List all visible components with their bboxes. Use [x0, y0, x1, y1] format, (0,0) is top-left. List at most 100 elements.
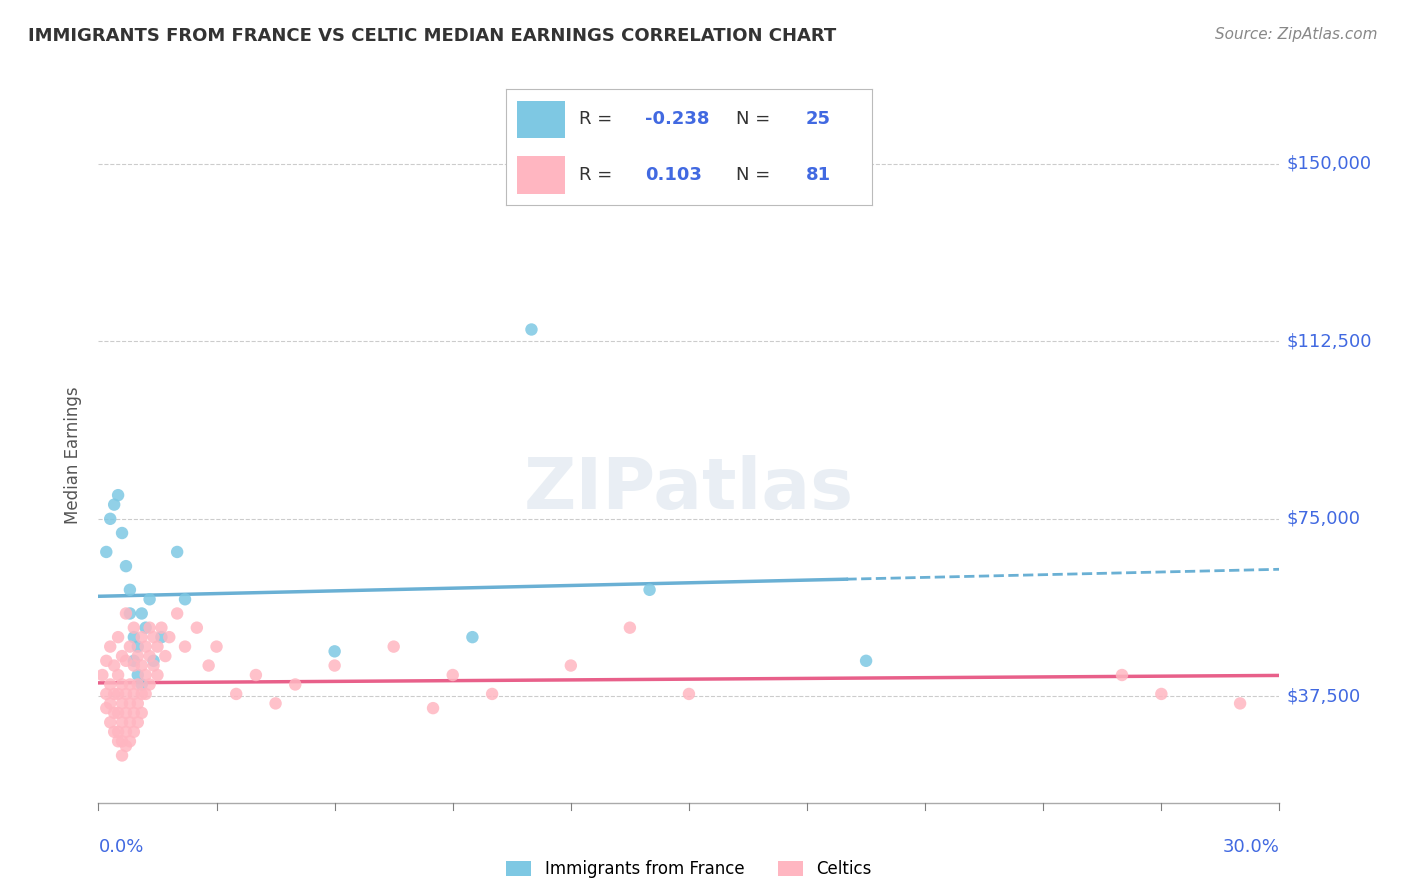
Text: $112,500: $112,500: [1286, 333, 1372, 351]
Point: [131, 687, 153, 701]
Point: [157, 630, 180, 644]
Point: [103, 706, 125, 720]
Point: [127, 649, 149, 664]
Point: [98, 677, 121, 691]
Point: [111, 734, 134, 748]
Point: [422, 701, 444, 715]
Point: [115, 687, 138, 701]
Y-axis label: Median Earnings: Median Earnings: [65, 386, 83, 524]
FancyBboxPatch shape: [517, 156, 565, 194]
Point: [111, 748, 134, 763]
Point: [1229, 697, 1251, 711]
Text: ZIPatlas: ZIPatlas: [524, 455, 853, 524]
Point: [135, 668, 157, 682]
Text: R =: R =: [579, 111, 613, 128]
Point: [98, 512, 121, 526]
Point: [122, 687, 145, 701]
Text: 0.0%: 0.0%: [98, 838, 143, 856]
Point: [107, 734, 129, 748]
Point: [122, 706, 145, 720]
Point: [98, 715, 121, 730]
Point: [107, 488, 129, 502]
Text: $75,000: $75,000: [1286, 510, 1361, 528]
Point: [1111, 668, 1133, 682]
Text: IMMIGRANTS FROM FRANCE VS CELTIC MEDIAN EARNINGS CORRELATION CHART: IMMIGRANTS FROM FRANCE VS CELTIC MEDIAN …: [28, 27, 837, 45]
Point: [122, 630, 145, 644]
Text: 81: 81: [806, 166, 831, 184]
Point: [103, 724, 125, 739]
Text: 30.0%: 30.0%: [1223, 838, 1279, 856]
Point: [131, 677, 153, 691]
Point: [323, 644, 346, 658]
Point: [127, 715, 149, 730]
Point: [122, 654, 145, 668]
Point: [111, 649, 134, 664]
Point: [96, 545, 118, 559]
Point: [111, 715, 134, 730]
Point: [96, 654, 118, 668]
Point: [461, 630, 484, 644]
Point: [174, 592, 197, 607]
Point: [855, 654, 877, 668]
Point: [135, 621, 157, 635]
Point: [142, 658, 165, 673]
Point: [115, 559, 138, 574]
Legend: Immigrants from France, Celtics: Immigrants from France, Celtics: [499, 854, 879, 885]
Point: [520, 322, 543, 336]
Point: [138, 621, 160, 635]
Point: [323, 658, 346, 673]
Point: [146, 640, 169, 654]
Point: [122, 658, 145, 673]
Point: [118, 715, 141, 730]
Point: [122, 621, 145, 635]
Point: [166, 607, 188, 621]
Text: 0.103: 0.103: [645, 166, 702, 184]
Point: [127, 677, 149, 691]
Point: [127, 640, 149, 654]
Point: [142, 654, 165, 668]
Point: [96, 701, 118, 715]
Point: [186, 621, 208, 635]
Point: [111, 526, 134, 541]
Text: 25: 25: [806, 111, 831, 128]
Point: [107, 724, 129, 739]
Point: [127, 668, 149, 682]
Point: [118, 640, 141, 654]
Text: $37,500: $37,500: [1286, 688, 1361, 706]
Point: [264, 697, 287, 711]
Point: [138, 592, 160, 607]
Point: [560, 658, 582, 673]
Point: [245, 668, 267, 682]
Point: [155, 649, 177, 664]
Point: [107, 668, 129, 682]
Point: [103, 658, 125, 673]
Point: [131, 706, 153, 720]
Point: [150, 630, 173, 644]
Point: [118, 734, 141, 748]
FancyBboxPatch shape: [517, 101, 565, 138]
Point: [138, 677, 160, 691]
Point: [115, 724, 138, 739]
Point: [115, 607, 138, 621]
Point: [96, 687, 118, 701]
Point: [135, 640, 157, 654]
Point: [142, 630, 165, 644]
Point: [107, 706, 129, 720]
Point: [146, 668, 169, 682]
Point: [678, 687, 700, 701]
Point: [98, 697, 121, 711]
Point: [122, 724, 145, 739]
Point: [382, 640, 405, 654]
Point: [127, 697, 149, 711]
Point: [115, 739, 138, 753]
Point: [638, 582, 661, 597]
Point: [103, 498, 125, 512]
Point: [481, 687, 503, 701]
Point: [118, 677, 141, 691]
Point: [166, 545, 188, 559]
Point: [118, 607, 141, 621]
Text: N =: N =: [737, 166, 770, 184]
Point: [174, 640, 197, 654]
Point: [1150, 687, 1173, 701]
Point: [225, 687, 247, 701]
